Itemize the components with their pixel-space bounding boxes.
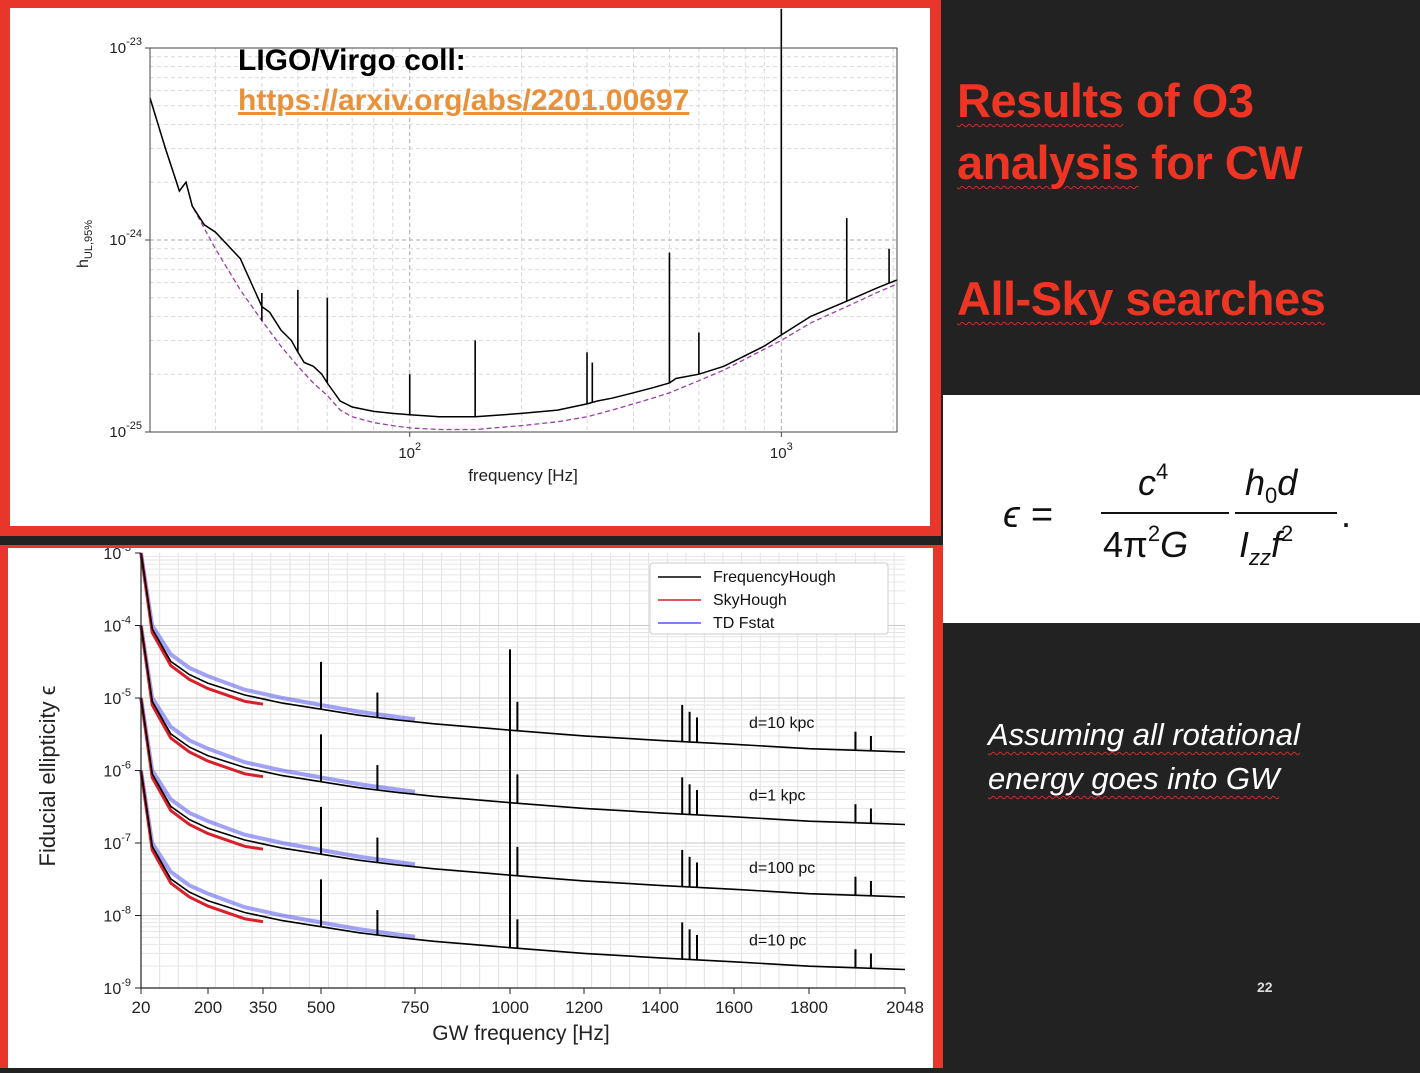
- curve-labels: d=10 kpc d=1 kpc d=100 pc d=10 pc: [749, 715, 815, 949]
- bottom-ytick-label: 10-8: [103, 905, 131, 926]
- note-line-2: energy goes into GW: [988, 761, 1280, 796]
- series-tdfstat-line: [139, 697, 416, 867]
- bottom-x-label: GW frequency [Hz]: [432, 1022, 609, 1045]
- bottom-xtick-label: 20: [132, 998, 151, 1017]
- series-skyhough-line: [139, 770, 264, 924]
- bottom-ytick-label: 10-3: [103, 548, 131, 563]
- series-tdfstat-line: [139, 770, 416, 939]
- formula-period: .: [1341, 494, 1351, 535]
- top-x-label: frequency [Hz]: [468, 466, 578, 485]
- page-number: 22: [1257, 979, 1273, 995]
- title-line-3: All-Sky searches: [957, 272, 1326, 325]
- bottom-xtick-label: 1600: [715, 998, 753, 1017]
- top-series: [149, 8, 898, 431]
- formula-den2: Izzf2: [1239, 521, 1293, 570]
- top-chart-frame: 10-23 10-24 10-25 102 103 frequency [Hz] hUL…: [0, 0, 941, 536]
- bottom-xtick-label: 1200: [565, 998, 603, 1017]
- title-panel: Results of O3 analysis for CW All-Sky se…: [943, 0, 1420, 395]
- collaboration-title: LIGO/Virgo coll:: [238, 44, 466, 77]
- distance-label: d=1 kpc: [749, 787, 805, 804]
- top-ticks: 10-23 10-24 10-25 102 103: [109, 36, 792, 462]
- bottom-xtick-label: 1800: [790, 998, 828, 1017]
- upper-limit-chart: 10-23 10-24 10-25 102 103 frequency [Hz] hUL…: [75, 8, 898, 485]
- bottom-ytick-label: 10-6: [103, 760, 131, 781]
- top-ytick-label: 10-25: [109, 420, 142, 441]
- bottom-chart-area: 10-3 10-4 10-5 10-6 10-7 10-8 10-9 20 200 350 500 7…: [8, 542, 933, 1068]
- series-frequencyhough-line: [140, 697, 906, 898]
- arxiv-link[interactable]: https://arxiv.org/abs/2201.00697: [238, 84, 690, 117]
- bottom-ytick-label: 10-9: [103, 977, 131, 998]
- formula-lhs: ϵ =: [1003, 494, 1053, 536]
- top-y-label: hUL,95%: [75, 220, 95, 268]
- bottom-y-label: Fiducial ellipticity ϵ: [35, 686, 60, 867]
- bottom-xtick-label: 1400: [641, 998, 679, 1017]
- bottom-xtick-label: 350: [249, 998, 277, 1017]
- svg-text:hUL,95%: hUL,95%: [75, 220, 95, 268]
- legend-box: [649, 562, 889, 635]
- series-skyhough-line: [139, 552, 264, 706]
- top-series-purple: [149, 97, 898, 431]
- bottom-xtick-label: 2048: [886, 998, 924, 1017]
- legend-label-skyhough: SkyHough: [713, 592, 787, 609]
- series-skyhough-line: [139, 697, 264, 851]
- bottom-legend: FrequencyHough SkyHough TD Fstat: [649, 562, 889, 635]
- series-tdfstat-line: [139, 625, 416, 794]
- bottom-ytick-label: 10-5: [103, 687, 131, 708]
- bottom-ytick-label: 10-7: [103, 832, 131, 853]
- bottom-xtick-label: 200: [194, 998, 222, 1017]
- distance-label: d=10 kpc: [749, 715, 814, 732]
- ellipticity-chart: 10-3 10-4 10-5 10-6 10-7 10-8 10-920 200 350 500 7…: [35, 542, 924, 1045]
- bottom-xtick-label: 1000: [491, 998, 529, 1017]
- title-line-1: Results of O3: [957, 74, 1254, 127]
- series-frequencyhough-line: [140, 552, 906, 753]
- bottom-ytick-label: 10-4: [103, 615, 131, 636]
- bottom-chart-frame: 10-3 10-4 10-5 10-6 10-7 10-8 10-9 20 200 350 500 7…: [0, 542, 943, 1068]
- series-frequencyhough-line: [140, 770, 906, 971]
- bottom-xtick-label: 750: [401, 998, 429, 1017]
- ellipticity-formula: ϵ = c4 4π2G h0d Izzf2 .: [1003, 459, 1351, 570]
- top-chart-area: 10-23 10-24 10-25 102 103 frequency [Hz] hUL…: [10, 8, 930, 526]
- series-tdfstat-line: [139, 552, 416, 722]
- title-line-2: analysis for CW: [957, 136, 1303, 189]
- top-ytick-label: 10-23: [109, 36, 142, 57]
- series-skyhough-line: [139, 625, 264, 779]
- legend-label-tdfstat: TD Fstat: [713, 615, 775, 632]
- legend-label-frequencyhough: FrequencyHough: [713, 569, 836, 586]
- top-series-black: [149, 97, 898, 418]
- formula-den1: 4π2G: [1103, 521, 1188, 565]
- top-ytick-label: 10-24: [109, 228, 142, 249]
- formula-num2: h0d: [1245, 462, 1298, 508]
- distance-label: d=100 pc: [749, 860, 815, 877]
- note-line-1: Assuming all rotational: [988, 717, 1300, 752]
- formula-num1: c4: [1138, 459, 1168, 503]
- formula-panel: ϵ = c4 4π2G h0d Izzf2 .: [943, 395, 1420, 623]
- series-frequencyhough-line: [140, 625, 906, 826]
- top-xtick-label: 103: [770, 441, 793, 462]
- bottom-ticks: 10-3 10-4 10-5 10-6 10-7 10-8 10-920 200 350 500 7…: [103, 542, 924, 1017]
- top-xtick-label: 102: [398, 441, 421, 462]
- bottom-xtick-label: 500: [307, 998, 335, 1017]
- bottom-series: [139, 552, 906, 971]
- distance-label: d=10 pc: [749, 932, 806, 949]
- note-panel: Assuming all rotational energy goes into…: [943, 623, 1420, 1068]
